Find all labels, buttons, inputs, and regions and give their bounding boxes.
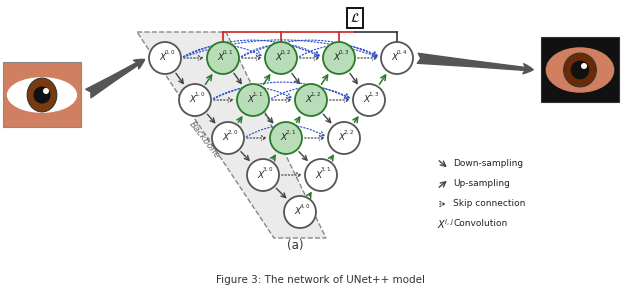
Text: $1,0$: $1,0$ bbox=[195, 90, 205, 98]
Text: $X$: $X$ bbox=[294, 206, 302, 216]
Circle shape bbox=[33, 86, 51, 104]
Text: $X$: $X$ bbox=[333, 51, 341, 63]
Text: $X$: $X$ bbox=[280, 132, 289, 142]
Text: $X$: $X$ bbox=[246, 94, 255, 104]
Text: Figure 3: The network of UNet++ model: Figure 3: The network of UNet++ model bbox=[216, 275, 424, 285]
Text: $1,2$: $1,2$ bbox=[310, 90, 322, 98]
Circle shape bbox=[295, 84, 327, 116]
Circle shape bbox=[207, 42, 239, 74]
Ellipse shape bbox=[7, 77, 77, 113]
Text: $1,3$: $1,3$ bbox=[369, 90, 380, 98]
Text: $0,3$: $0,3$ bbox=[339, 48, 349, 56]
Text: Up-sampling: Up-sampling bbox=[453, 179, 510, 188]
Circle shape bbox=[247, 159, 279, 191]
Text: $\mathcal{L}$: $\mathcal{L}$ bbox=[350, 11, 360, 24]
Text: $X$: $X$ bbox=[189, 94, 197, 104]
Circle shape bbox=[571, 61, 589, 79]
Text: Down-sampling: Down-sampling bbox=[453, 160, 523, 169]
Circle shape bbox=[353, 84, 385, 116]
Circle shape bbox=[237, 84, 269, 116]
Text: $X$: $X$ bbox=[363, 94, 371, 104]
Text: $0,4$: $0,4$ bbox=[396, 48, 408, 56]
Polygon shape bbox=[137, 32, 326, 238]
Circle shape bbox=[581, 63, 587, 69]
Text: $X^{i,j}$: $X^{i,j}$ bbox=[437, 217, 454, 231]
Circle shape bbox=[323, 42, 355, 74]
Text: Skip connection: Skip connection bbox=[453, 200, 525, 209]
Text: (a): (a) bbox=[287, 238, 303, 252]
Ellipse shape bbox=[546, 47, 614, 93]
Text: $1,1$: $1,1$ bbox=[252, 90, 264, 98]
Text: $X$: $X$ bbox=[217, 51, 225, 63]
Text: $3,0$: $3,0$ bbox=[262, 165, 274, 173]
Text: $3,1$: $3,1$ bbox=[321, 165, 332, 173]
Circle shape bbox=[179, 84, 211, 116]
Text: $X$: $X$ bbox=[159, 51, 167, 63]
Text: $X$: $X$ bbox=[257, 169, 266, 179]
Text: $X$: $X$ bbox=[315, 169, 323, 179]
Text: $0,1$: $0,1$ bbox=[222, 48, 234, 56]
Text: $0,2$: $0,2$ bbox=[280, 48, 292, 56]
Text: $X$: $X$ bbox=[305, 94, 314, 104]
Circle shape bbox=[270, 122, 302, 154]
Text: $X$: $X$ bbox=[275, 51, 284, 63]
Circle shape bbox=[328, 122, 360, 154]
Circle shape bbox=[305, 159, 337, 191]
Text: $2,2$: $2,2$ bbox=[344, 128, 355, 136]
Circle shape bbox=[149, 42, 181, 74]
Circle shape bbox=[43, 88, 49, 94]
Ellipse shape bbox=[564, 53, 596, 87]
Bar bbox=[541, 37, 619, 102]
Circle shape bbox=[284, 196, 316, 228]
Text: $X$: $X$ bbox=[221, 132, 230, 142]
Text: $2,1$: $2,1$ bbox=[285, 128, 297, 136]
Text: Backbone: Backbone bbox=[188, 120, 221, 160]
Text: $0,0$: $0,0$ bbox=[164, 48, 176, 56]
Circle shape bbox=[265, 42, 297, 74]
Bar bbox=[3, 62, 81, 127]
Text: Convolution: Convolution bbox=[453, 219, 508, 228]
Text: $2,0$: $2,0$ bbox=[227, 128, 239, 136]
Text: $4,0$: $4,0$ bbox=[300, 202, 311, 210]
Text: $X$: $X$ bbox=[390, 51, 399, 63]
Circle shape bbox=[381, 42, 413, 74]
Circle shape bbox=[212, 122, 244, 154]
Text: $X$: $X$ bbox=[338, 132, 346, 142]
Ellipse shape bbox=[27, 78, 57, 112]
